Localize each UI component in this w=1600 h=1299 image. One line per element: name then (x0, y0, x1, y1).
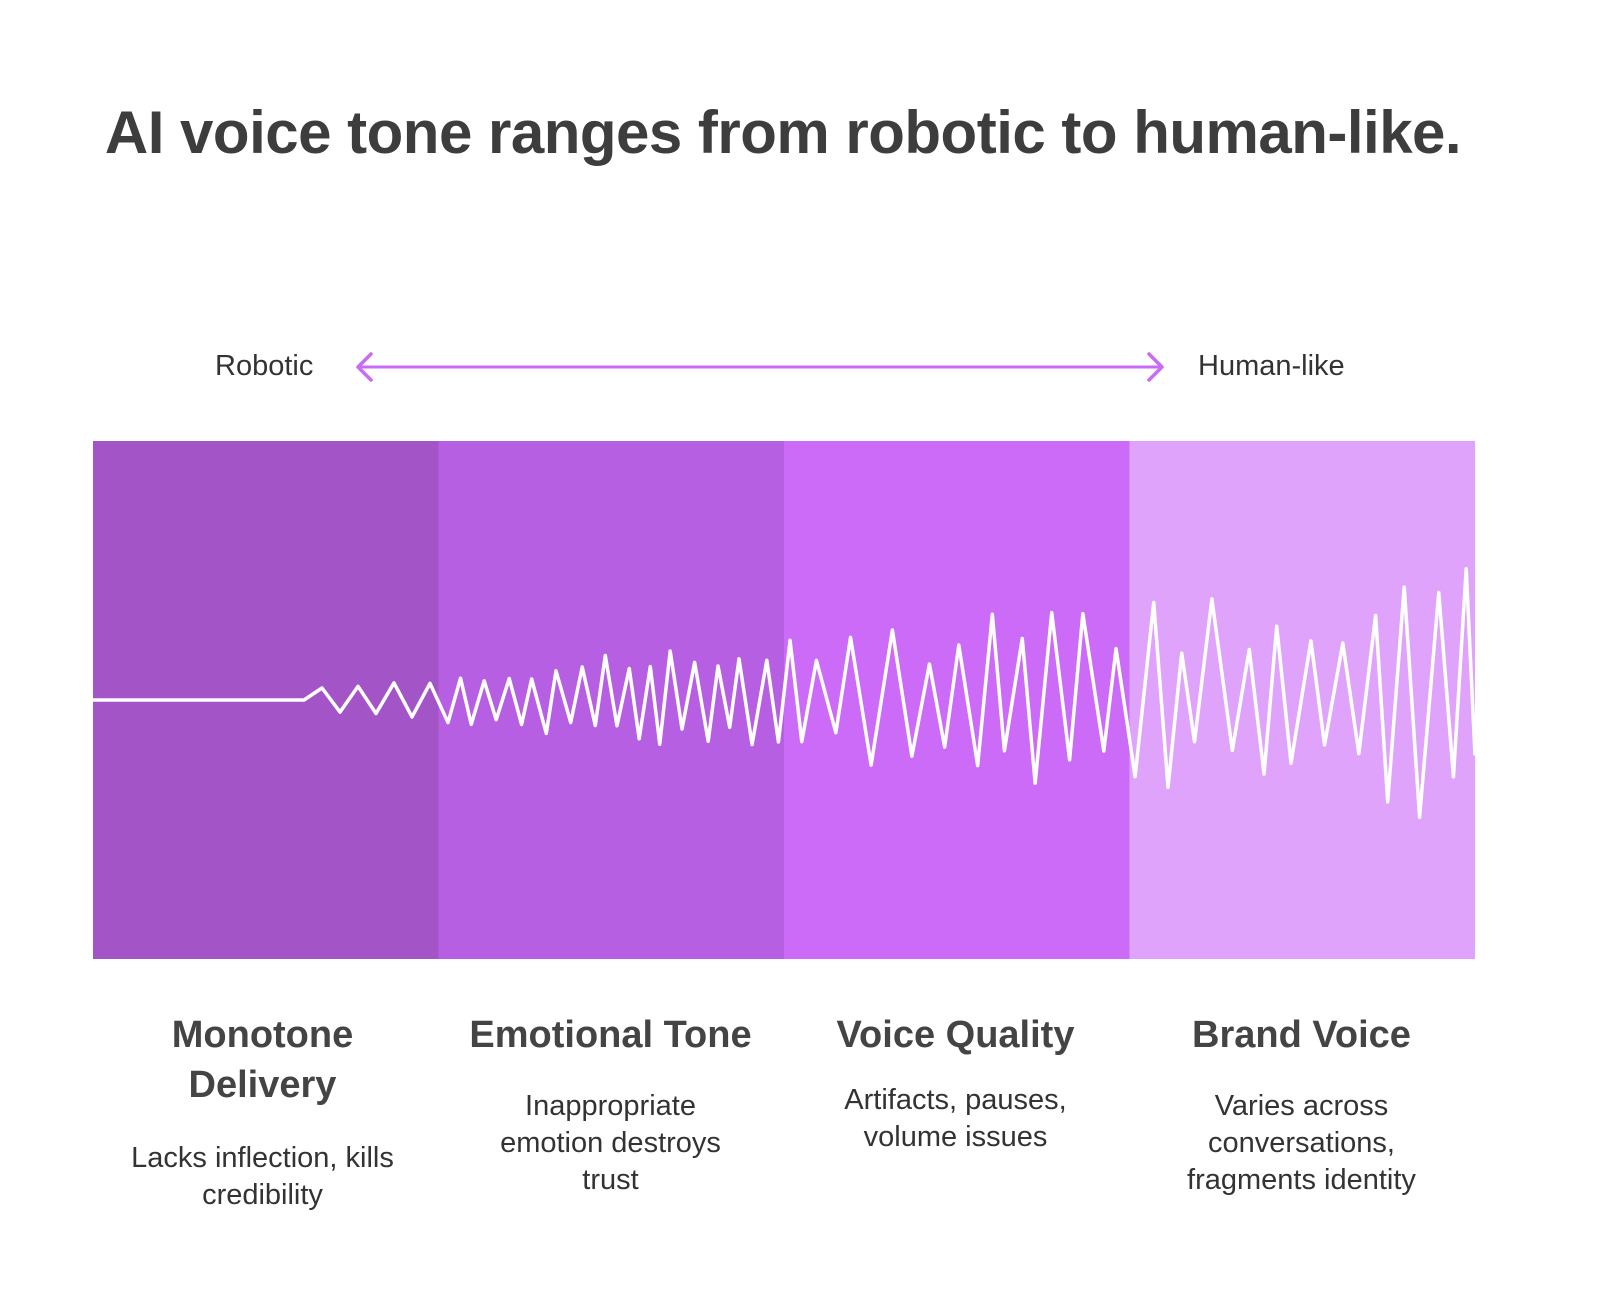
double-arrow-icon (356, 352, 1164, 382)
stage-heading: Monotone Delivery (171, 1014, 354, 1106)
stage-voice-quality: Voice Quality Artifacts, pauses, volume … (783, 1010, 1128, 1156)
stage-monotone: Monotone Delivery Lacks inflection, kill… (90, 1010, 435, 1214)
stage-heading: Brand Voice (1192, 1014, 1411, 1056)
waveform (93, 566, 1475, 819)
stage-description: Varies across conversations, fragments i… (1187, 1090, 1416, 1196)
stage-brand-voice: Brand Voice Varies across conversations,… (1129, 1010, 1474, 1199)
stage-emotional: Emotional Tone Inappropriate emotion des… (438, 1010, 783, 1199)
stage-heading: Emotional Tone (469, 1014, 752, 1056)
stage-heading: Voice Quality (836, 1014, 1075, 1056)
stage-panel-3 (784, 441, 1131, 959)
robotic-label: Robotic (215, 350, 314, 382)
stage-description: Inappropriate emotion destroys trust (500, 1090, 721, 1196)
human-like-label: Human-like (1198, 350, 1345, 382)
tone-spectrum (93, 441, 1475, 959)
stage-description: Artifacts, pauses, volume issues (844, 1084, 1067, 1153)
page-title: AI voice tone ranges from robotic to hum… (104, 99, 1462, 166)
stage-description: Lacks inflection, kills credibility (131, 1142, 394, 1211)
